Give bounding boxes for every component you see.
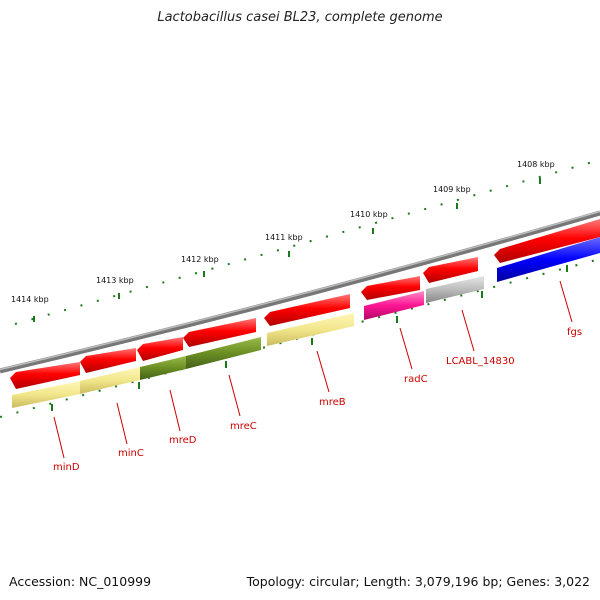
cog-features — [12, 237, 600, 408]
cds-arrow-mrec — [183, 318, 256, 347]
scale-major-ticks — [33, 178, 541, 322]
gene-labels: minD minC mreD mreC mreB radC LCABL_1483… — [53, 327, 582, 473]
scale-labels: 1414 kbp 1413 kbp 1412 kbp 1411 kbp 1410… — [11, 160, 555, 304]
gene-label-radc: radC — [404, 374, 428, 385]
genome-summary-text: Topology: circular; Length: 3,079,196 bp… — [246, 574, 590, 589]
genome-backbone — [0, 210, 600, 374]
cds-features — [10, 219, 600, 389]
scale-label-1413: 1413 kbp — [96, 276, 134, 285]
cog-block-mreb — [267, 313, 354, 346]
cog-block-mind — [12, 381, 80, 408]
inner-tick-track — [0, 258, 600, 418]
scale-label-1408: 1408 kbp — [517, 160, 555, 169]
scale-label-1410: 1410 kbp — [350, 210, 388, 219]
cog-block-mred — [140, 356, 186, 380]
cog-block-fgs — [497, 237, 600, 282]
gene-label-mind: minD — [53, 462, 80, 473]
cds-arrow-minc — [80, 348, 136, 373]
scale-label-1411: 1411 kbp — [265, 233, 303, 242]
cds-arrow-mreb — [264, 294, 350, 326]
cog-block-mrec — [186, 337, 261, 369]
gene-label-mred: mreD — [169, 435, 197, 446]
cds-arrow-fgs — [494, 219, 600, 263]
gene-label-mrec: mreC — [230, 421, 257, 432]
genome-backbone-highlight — [0, 210, 600, 371]
map-title: Lactobacillus casei BL23, complete genom… — [157, 10, 443, 25]
cog-block-lcabl-14830 — [426, 276, 484, 303]
cds-arrow-lcabl-14830 — [423, 257, 478, 283]
gene-label-mreb: mreB — [319, 397, 346, 408]
cds-arrow-radc — [361, 276, 420, 300]
cds-arrow-mind — [10, 362, 80, 389]
gene-label-lcabl-14830: LCABL_14830 — [446, 356, 515, 367]
cog-block-radc — [364, 291, 424, 320]
cog-block-minc — [80, 367, 140, 394]
scale-track — [14, 159, 600, 325]
accession-text: Accession: NC_010999 — [9, 574, 152, 589]
scale-label-1412: 1412 kbp — [181, 255, 219, 264]
scale-label-1409: 1409 kbp — [433, 185, 471, 194]
gene-label-fgs: fgs — [567, 327, 582, 338]
scale-label-1414: 1414 kbp — [11, 295, 49, 304]
label-leaders — [53, 280, 573, 459]
cds-arrow-mred — [137, 337, 183, 361]
gene-label-minc: minC — [118, 448, 144, 459]
